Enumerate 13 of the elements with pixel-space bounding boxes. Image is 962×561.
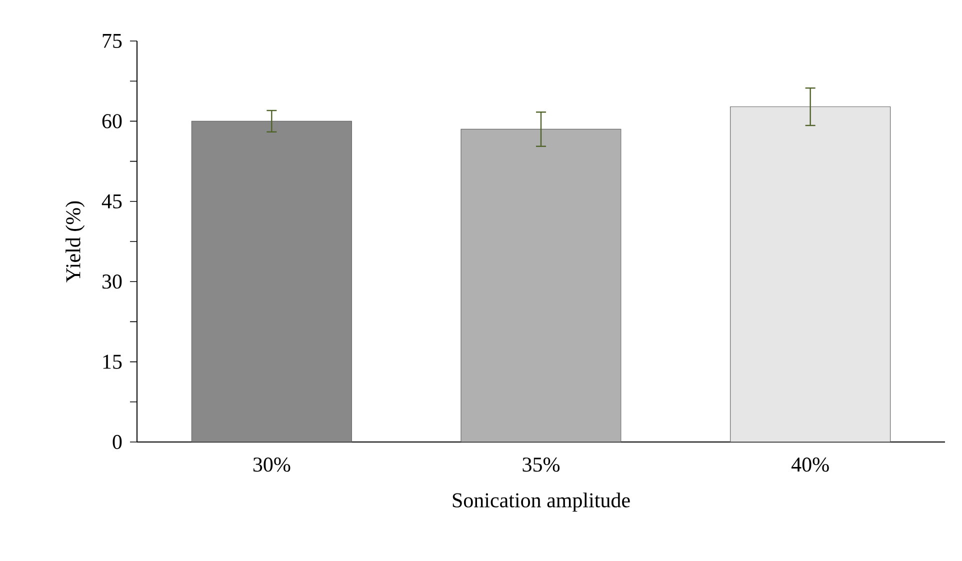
x-axis-title: Sonication amplitude: [452, 492, 630, 512]
y-tick-label: 15: [103, 354, 122, 369]
y-axis-title: Yield (%): [66, 201, 85, 282]
y-tick-label: 30: [102, 274, 122, 289]
y-tick-label: 45: [102, 194, 122, 208]
y-tick-label: 60: [102, 114, 122, 128]
bar: [730, 106, 891, 442]
x-tick-label: 35%: [522, 458, 560, 472]
y-tick-label: 75: [102, 34, 122, 48]
x-tick-label: 40%: [791, 458, 829, 472]
bar: [191, 120, 352, 442]
y-tick-label: 0: [112, 434, 122, 450]
x-tick-label: 30%: [253, 458, 290, 472]
